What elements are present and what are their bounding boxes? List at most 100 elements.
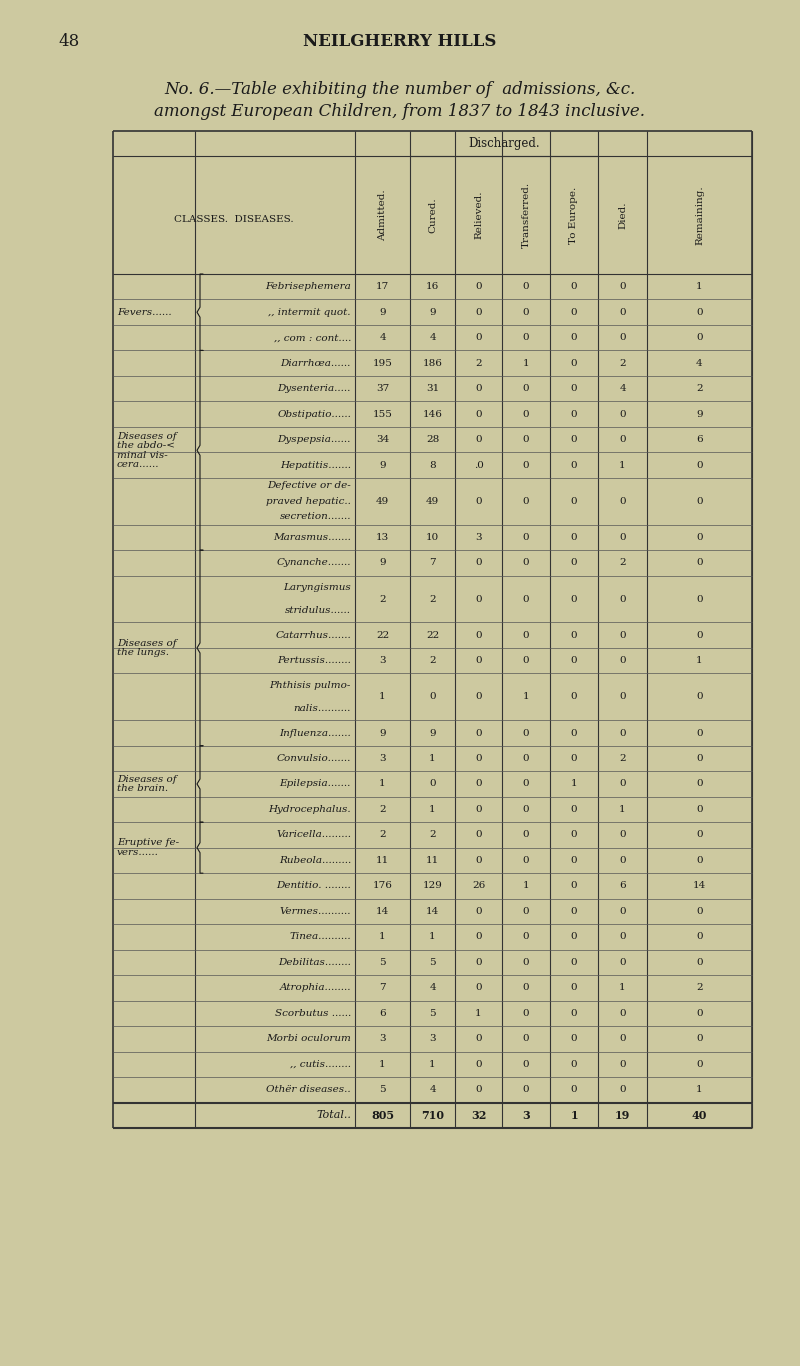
Text: 3: 3 bbox=[379, 1034, 386, 1044]
Text: 0: 0 bbox=[429, 693, 436, 701]
Text: 4: 4 bbox=[696, 359, 703, 367]
Text: 0: 0 bbox=[619, 436, 626, 444]
Text: 0: 0 bbox=[475, 384, 482, 393]
Text: 4: 4 bbox=[379, 333, 386, 343]
Text: 3: 3 bbox=[522, 1109, 530, 1120]
Text: 0: 0 bbox=[570, 497, 578, 505]
Text: 1: 1 bbox=[522, 693, 530, 701]
Text: 49: 49 bbox=[376, 497, 389, 505]
Text: 9: 9 bbox=[379, 460, 386, 470]
Text: 0: 0 bbox=[522, 436, 530, 444]
Text: 6: 6 bbox=[379, 1009, 386, 1018]
Text: 0: 0 bbox=[475, 283, 482, 291]
Text: 5: 5 bbox=[379, 1085, 386, 1094]
Text: 0: 0 bbox=[696, 1009, 703, 1018]
Text: 0: 0 bbox=[570, 1085, 578, 1094]
Text: 0: 0 bbox=[475, 594, 482, 604]
Text: 1: 1 bbox=[429, 754, 436, 764]
Text: 0: 0 bbox=[570, 307, 578, 317]
Text: 1: 1 bbox=[619, 460, 626, 470]
Text: 710: 710 bbox=[421, 1109, 444, 1120]
Text: 0: 0 bbox=[570, 333, 578, 343]
Text: 0: 0 bbox=[570, 1009, 578, 1018]
Text: 4: 4 bbox=[429, 333, 436, 343]
Text: 4: 4 bbox=[429, 1085, 436, 1094]
Text: Varicella.........: Varicella......... bbox=[276, 831, 351, 840]
Text: Laryngismus: Laryngismus bbox=[283, 583, 351, 591]
Text: 4: 4 bbox=[619, 384, 626, 393]
Text: 0: 0 bbox=[696, 1034, 703, 1044]
Text: 0: 0 bbox=[619, 283, 626, 291]
Text: 0: 0 bbox=[522, 958, 530, 967]
Text: 0: 0 bbox=[619, 533, 626, 542]
Text: 32: 32 bbox=[471, 1109, 486, 1120]
Text: 0: 0 bbox=[522, 333, 530, 343]
Text: minal vis-: minal vis- bbox=[117, 451, 168, 459]
Text: 0: 0 bbox=[570, 656, 578, 665]
Text: 49: 49 bbox=[426, 497, 439, 505]
Text: 0: 0 bbox=[570, 933, 578, 941]
Text: 0: 0 bbox=[696, 907, 703, 915]
Text: 9: 9 bbox=[429, 307, 436, 317]
Text: ,, com : cont....: ,, com : cont.... bbox=[274, 333, 351, 343]
Text: 1: 1 bbox=[696, 656, 703, 665]
Text: 9: 9 bbox=[429, 728, 436, 738]
Text: Tinea..........: Tinea.......... bbox=[290, 933, 351, 941]
Text: 0: 0 bbox=[522, 907, 530, 915]
Text: 0: 0 bbox=[570, 881, 578, 891]
Text: 9: 9 bbox=[379, 307, 386, 317]
Text: 0: 0 bbox=[522, 1085, 530, 1094]
Text: 0: 0 bbox=[522, 780, 530, 788]
Text: 14: 14 bbox=[693, 881, 706, 891]
Text: Cured.: Cured. bbox=[428, 197, 437, 232]
Text: 0: 0 bbox=[570, 460, 578, 470]
Text: 0: 0 bbox=[475, 1034, 482, 1044]
Text: Febrisephemera: Febrisephemera bbox=[266, 283, 351, 291]
Text: 2: 2 bbox=[696, 984, 703, 992]
Text: 0: 0 bbox=[619, 1085, 626, 1094]
Text: 1: 1 bbox=[379, 693, 386, 701]
Text: 9: 9 bbox=[379, 559, 386, 567]
Text: 0: 0 bbox=[696, 856, 703, 865]
Text: 6: 6 bbox=[696, 436, 703, 444]
Text: 5: 5 bbox=[379, 958, 386, 967]
Text: 0: 0 bbox=[522, 656, 530, 665]
Text: 0: 0 bbox=[570, 631, 578, 639]
Text: 0: 0 bbox=[522, 594, 530, 604]
Text: Morbi oculorum: Morbi oculorum bbox=[266, 1034, 351, 1044]
Text: 0: 0 bbox=[696, 728, 703, 738]
Text: 0: 0 bbox=[619, 907, 626, 915]
Text: 2: 2 bbox=[379, 805, 386, 814]
Text: cera......: cera...... bbox=[117, 460, 159, 469]
Text: 0: 0 bbox=[696, 594, 703, 604]
Text: 28: 28 bbox=[426, 436, 439, 444]
Text: 129: 129 bbox=[422, 881, 442, 891]
Text: Cynanche.......: Cynanche....... bbox=[277, 559, 351, 567]
Text: 0: 0 bbox=[570, 984, 578, 992]
Text: 0: 0 bbox=[570, 384, 578, 393]
Text: 48: 48 bbox=[58, 33, 79, 51]
Text: 0: 0 bbox=[475, 497, 482, 505]
Text: 0: 0 bbox=[522, 384, 530, 393]
Text: 4: 4 bbox=[429, 984, 436, 992]
Text: 0: 0 bbox=[522, 754, 530, 764]
Text: 5: 5 bbox=[429, 1009, 436, 1018]
Text: 1: 1 bbox=[696, 283, 703, 291]
Text: 2: 2 bbox=[619, 559, 626, 567]
Text: 1: 1 bbox=[429, 933, 436, 941]
Text: 0: 0 bbox=[570, 359, 578, 367]
Text: 0: 0 bbox=[570, 958, 578, 967]
Text: 2: 2 bbox=[475, 359, 482, 367]
Text: Died.: Died. bbox=[618, 201, 627, 228]
Text: 0: 0 bbox=[619, 333, 626, 343]
Text: 0: 0 bbox=[619, 656, 626, 665]
Text: 0: 0 bbox=[522, 410, 530, 418]
Text: nalis..........: nalis.......... bbox=[294, 703, 351, 713]
Text: 0: 0 bbox=[475, 831, 482, 840]
Text: 2: 2 bbox=[429, 594, 436, 604]
Text: 22: 22 bbox=[376, 631, 389, 639]
Text: 0: 0 bbox=[696, 460, 703, 470]
Text: 0: 0 bbox=[619, 728, 626, 738]
Text: 3: 3 bbox=[379, 656, 386, 665]
Text: 0: 0 bbox=[522, 559, 530, 567]
